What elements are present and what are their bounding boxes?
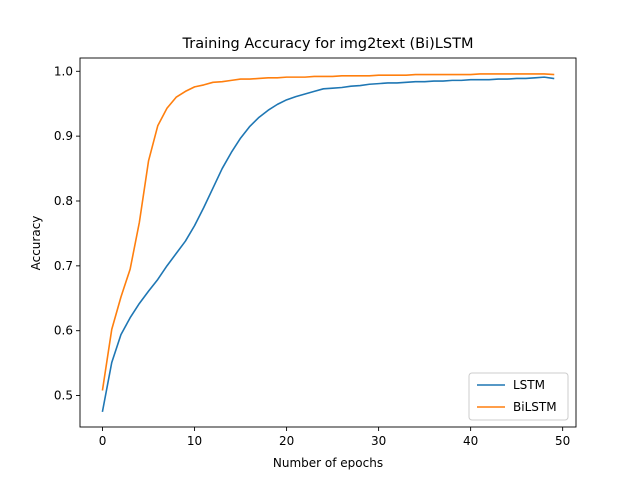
legend-label-bilstm: BiLSTM	[513, 400, 557, 414]
y-tick-label: 0.9	[54, 129, 73, 143]
x-tick-label: 50	[555, 434, 570, 448]
legend-label-lstm: LSTM	[513, 378, 545, 392]
series-line-bilstm	[101, 73, 555, 391]
y-tick-label: 0.7	[54, 259, 73, 273]
x-tick-label: 10	[187, 434, 202, 448]
series-line-lstm	[101, 76, 555, 413]
y-tick-label: 0.8	[54, 194, 73, 208]
axes-frame	[79, 57, 577, 428]
y-tick-label: 1.0	[54, 64, 73, 78]
x-tick-label: 20	[279, 434, 294, 448]
x-tick-label: 0	[99, 434, 107, 448]
y-tick-label: 0.5	[54, 389, 73, 403]
x-tick-label: 30	[371, 434, 386, 448]
axis-ticks: 0 10 20 30 40 50 0.5 0.6 0.7 0.8 0.9 1.0	[54, 64, 570, 448]
chart-title: Training Accuracy for img2text (Bi)LSTM	[182, 36, 474, 52]
legend: LSTM BiLSTM	[468, 372, 569, 421]
y-tick-label: 0.6	[54, 324, 73, 338]
x-axis-label: Number of epochs	[273, 456, 383, 470]
plot-area	[79, 57, 577, 428]
y-axis-label: Accuracy	[29, 216, 43, 271]
x-tick-label: 40	[463, 434, 478, 448]
